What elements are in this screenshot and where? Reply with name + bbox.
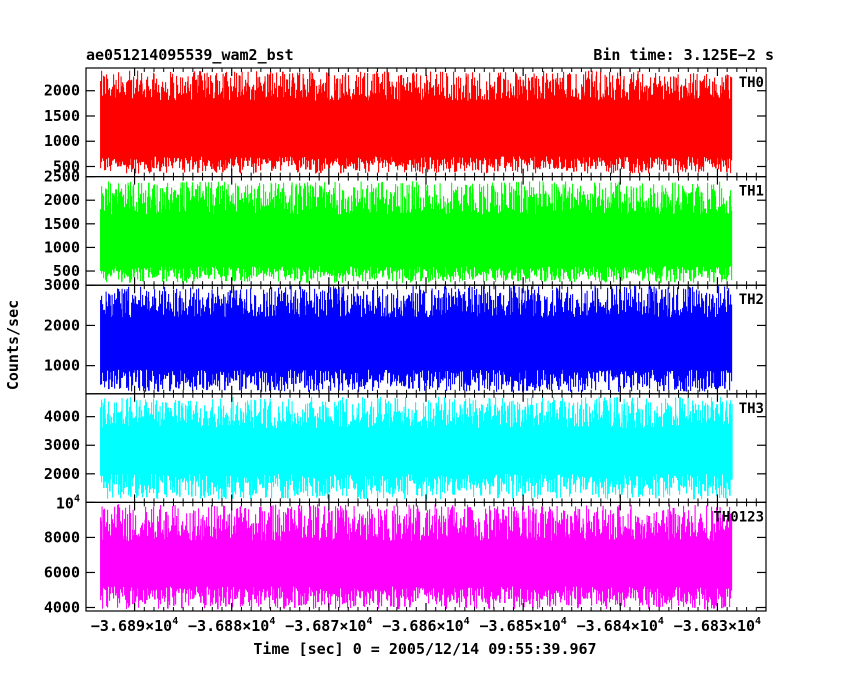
- y-axis-label: Counts/sec: [4, 300, 22, 390]
- x-tick-label: −3.685×104: [479, 616, 566, 635]
- y-tick-label: 6000: [44, 563, 80, 581]
- x-axis-label: Time [sec] 0 = 2005/12/14 09:55:39.967: [253, 640, 596, 658]
- chart-title-left: ae051214095539_wam2_bst: [86, 46, 294, 64]
- x-tick-label: −3.683×104: [674, 616, 761, 635]
- y-tick-label: 104: [56, 493, 80, 512]
- series-th0123: [100, 504, 733, 610]
- panel-label-th0: TH0: [739, 75, 764, 91]
- panel-th0123: 4000 6000 8000 104 TH0123: [44, 493, 767, 616]
- series-th2: [100, 285, 733, 392]
- x-tick-label: −3.686×104: [382, 616, 469, 635]
- y-tick-label: 1500: [44, 107, 80, 125]
- x-tick-labels: −3.689×104 −3.688×104 −3.687×104 −3.686×104…: [91, 616, 761, 635]
- panel-th1: 500 1000 1500 2000 2500 TH1: [44, 168, 767, 286]
- x-tick-label: −3.687×104: [285, 616, 372, 635]
- series-th1: [100, 181, 733, 283]
- chart-title-right: Bin time: 3.125E−2 s: [593, 46, 774, 64]
- y-tick-label: 500: [53, 262, 80, 280]
- y-tick-label: 1500: [44, 215, 80, 233]
- y-tick-label: 8000: [44, 528, 80, 546]
- y-tick-label: 2000: [44, 316, 80, 334]
- panel-th0: 500 1000 1500 2000 TH0: [44, 67, 767, 178]
- panel-th3: 2000 3000 4000 TH3: [44, 393, 767, 503]
- y-tick-label: 2500: [44, 168, 80, 186]
- y-tick-label: 2000: [44, 465, 80, 483]
- y-tick-label: 2000: [44, 82, 80, 100]
- y-tick-label: 3000: [44, 276, 80, 294]
- y-tick-label: 4000: [44, 408, 80, 426]
- series-th0: [100, 70, 733, 174]
- series-th3: [100, 396, 733, 500]
- y-tick-label: 2000: [44, 191, 80, 209]
- panel-label-th1: TH1: [739, 184, 764, 200]
- x-tick-label: −3.688×104: [188, 616, 275, 635]
- panel-th2: 1000 2000 3000 TH2: [44, 276, 767, 395]
- y-tick-label: 1000: [44, 132, 80, 150]
- x-tick-label: −3.689×104: [91, 616, 178, 635]
- y-tick-label: 1000: [44, 357, 80, 375]
- y-tick-label: 1000: [44, 238, 80, 256]
- panels-group: 500 1000 1500 2000 TH0 500 1000 1500 2000 2500 TH1…: [44, 67, 767, 616]
- y-tick-label: 500: [53, 157, 80, 175]
- panel-label-th0123: TH0123: [713, 509, 764, 525]
- y-tick-label: 3000: [44, 436, 80, 454]
- panel-label-th3: TH3: [739, 401, 764, 417]
- panel-label-th2: TH2: [739, 292, 764, 308]
- x-tick-label: −3.684×104: [577, 616, 664, 635]
- y-tick-label: 4000: [44, 598, 80, 616]
